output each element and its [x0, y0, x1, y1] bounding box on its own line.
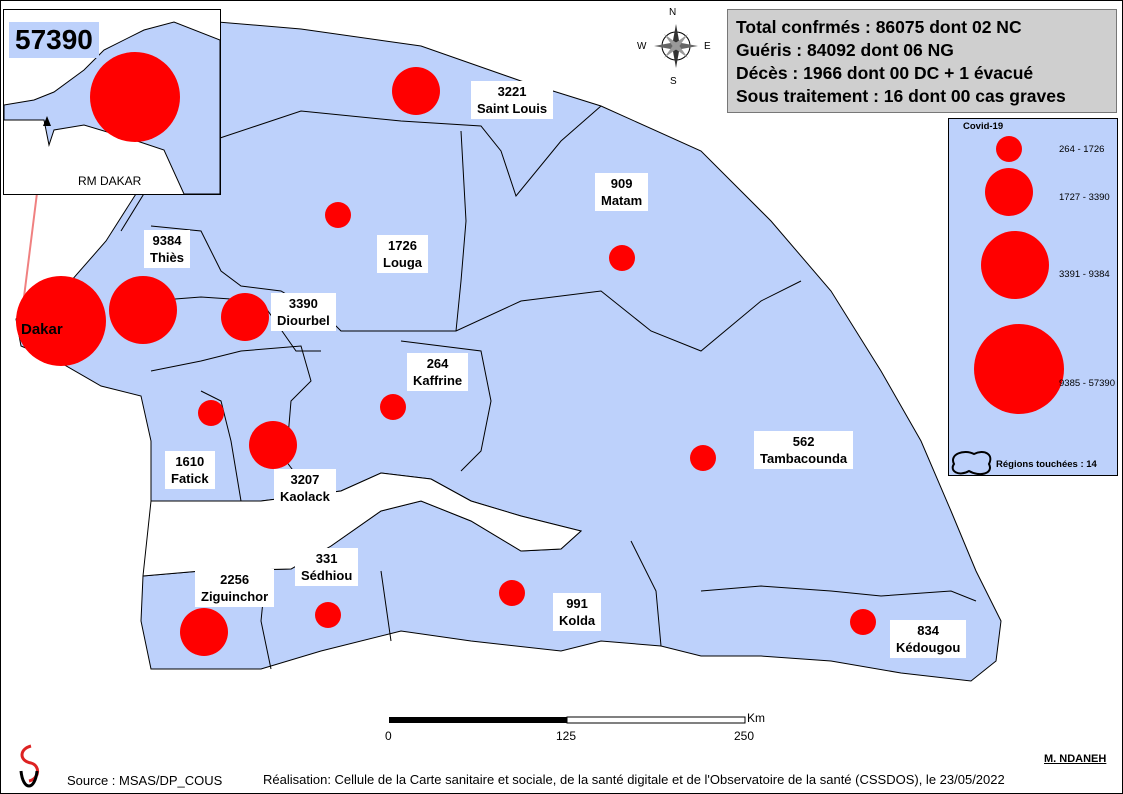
stat-under-treatment: Sous traitement : 16 dont 00 cas graves	[736, 86, 1066, 106]
author: M. NDANEH	[1044, 753, 1107, 765]
legend-regions: Régions touchées : 14	[996, 459, 1097, 470]
cases: 3207	[290, 472, 320, 487]
compass-w: W	[637, 41, 647, 52]
legend-title: Covid-19	[963, 121, 1004, 132]
legend-class-2: 1727 - 3390	[1059, 192, 1110, 203]
label-thies: 9384 Thiès	[144, 230, 190, 268]
label-kaolack: 3207 Kaolack	[274, 469, 336, 507]
region-name: Tambacounda	[760, 451, 848, 466]
dakar-inset: 57390 RM DAKAR	[3, 9, 221, 195]
circle-kaffrine	[380, 394, 406, 420]
label-ziguinchor: 2256 Ziguinchor	[195, 569, 275, 607]
stat-recovered: Guéris : 84092 dont 06 NG	[736, 40, 954, 60]
cases: 909	[610, 176, 633, 191]
region-name: Kaolack	[280, 489, 330, 504]
stats-box: Total confrmés : 86075 dont 02 NC Guéris…	[727, 9, 1117, 113]
circle-diourbel	[221, 293, 269, 341]
circle-saint-louis	[392, 67, 440, 115]
legend-circle-2	[985, 168, 1033, 216]
label-matam: 909 Matam	[595, 173, 649, 211]
region-name: Louga	[383, 255, 422, 270]
cases: 3221	[497, 84, 527, 99]
region-outline-icon	[951, 451, 992, 476]
label-tambacounda: 562 Tambacounda	[754, 431, 854, 469]
label-kolda: 991 Kolda	[553, 593, 602, 631]
region-name: Ziguinchor	[201, 589, 269, 604]
cases: 331	[315, 551, 338, 566]
legend-circle-1	[996, 136, 1022, 162]
legend-circle-4	[974, 324, 1064, 414]
circle-louga	[325, 202, 351, 228]
logo-icon	[19, 744, 39, 788]
circle-kedougou	[850, 609, 876, 635]
stat-confirmed: Total confrmés : 86075 dont 02 NC	[736, 17, 1022, 37]
scale-tick-250: 250	[734, 729, 755, 743]
region-name: Thiès	[150, 250, 184, 265]
scale-unit: Km	[747, 711, 765, 725]
region-name: Sédhiou	[301, 568, 353, 583]
cases: 1610	[175, 454, 205, 469]
label-sedhiou: 331 Sédhiou	[295, 548, 359, 586]
region-name: Kolda	[559, 613, 596, 628]
legend-circle-3	[981, 231, 1049, 299]
scale-tick-125: 125	[556, 729, 577, 743]
compass-n: N	[669, 7, 677, 18]
cases: 562	[792, 434, 815, 449]
circle-fatick	[198, 400, 224, 426]
legend-class-1: 264 - 1726	[1059, 144, 1105, 155]
stat-deaths: Décès : 1966 dont 00 DC + 1 évacué	[736, 63, 1034, 83]
region-name: Diourbel	[277, 313, 330, 328]
circle-matam	[609, 245, 635, 271]
region-name: Kaffrine	[413, 373, 463, 388]
compass-e: E	[704, 41, 711, 52]
circle-dakar	[16, 276, 106, 366]
region-borders	[120, 105, 977, 670]
compass-rose-icon	[654, 24, 698, 68]
circle-thies	[109, 276, 177, 344]
region-name: Kédougou	[896, 640, 961, 655]
arrow-icon	[43, 116, 51, 126]
circle-tambacounda	[690, 445, 716, 471]
legend-class-3: 3391 - 9384	[1059, 269, 1110, 280]
credit: Réalisation: Cellule de la Carte sanitai…	[263, 772, 1005, 787]
circle-sedhiou	[315, 602, 341, 628]
label-saint-louis: 3221 Saint Louis	[471, 81, 554, 119]
label-diourbel: 3390 Diourbel	[271, 293, 336, 331]
label-fatick: 1610 Fatick	[165, 451, 215, 489]
cases: 1726	[388, 238, 417, 253]
label-kedougou: 834 Kédougou	[890, 620, 967, 658]
cases: 9384	[152, 233, 182, 248]
legend: Covid-19 264 - 1726 1727 - 3390 3391 - 9…	[948, 118, 1118, 476]
case-circles	[16, 67, 876, 656]
label-louga: 1726 Louga	[377, 235, 428, 273]
region-name: Saint Louis	[477, 101, 548, 116]
scale-tick-0: 0	[385, 729, 392, 743]
total-dakar: 57390	[9, 22, 99, 58]
gambia	[142, 472, 583, 577]
label-dakar: Dakar	[21, 321, 63, 338]
cases: 834	[917, 623, 939, 638]
cases: 264	[426, 356, 449, 371]
circle-kolda	[499, 580, 525, 606]
inset-dakar-circle	[90, 52, 180, 142]
region-name: Fatick	[171, 471, 209, 486]
cases: 2256	[220, 572, 250, 587]
compass-s: S	[670, 76, 677, 87]
cases: 991	[566, 596, 588, 611]
inset-label: RM DAKAR	[78, 174, 142, 188]
source: Source : MSAS/DP_COUS	[67, 773, 223, 788]
scale-bar	[389, 716, 746, 724]
legend-class-4: 9385 - 57390	[1059, 378, 1115, 389]
circle-ziguinchor	[180, 608, 228, 656]
region-name: Matam	[601, 193, 643, 208]
label-kaffrine: 264 Kaffrine	[407, 353, 469, 391]
circle-kaolack	[249, 421, 297, 469]
cases: 3390	[288, 296, 318, 311]
